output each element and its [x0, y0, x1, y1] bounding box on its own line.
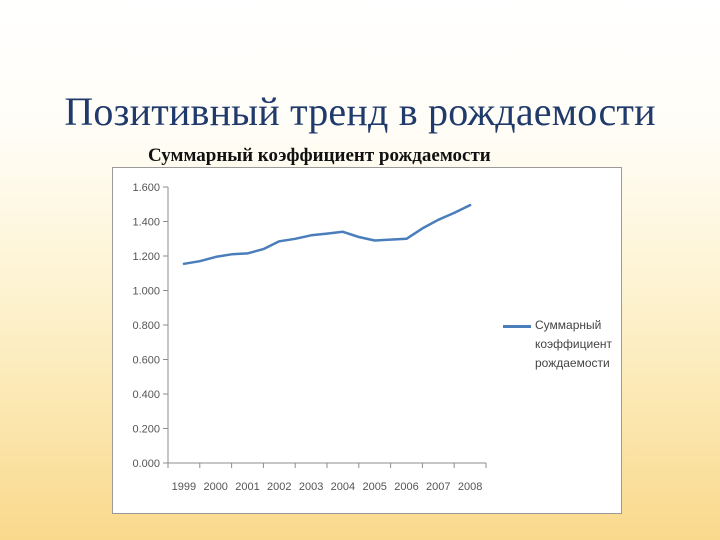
y-tick-label: 0.400: [132, 389, 160, 401]
slide-title: Позитивный тренд в рождаемости: [64, 89, 656, 134]
x-tick-label: 2002: [267, 481, 291, 493]
x-tick-label: 2007: [426, 481, 450, 493]
x-tick-label: 2006: [394, 481, 418, 493]
y-tick-label: 1.600: [132, 182, 160, 194]
chart-area: 0.000 0.200 0.400 0.600 0.800 1.000 1.200 1.400…: [112, 167, 622, 514]
x-tick-label: 2004: [331, 481, 355, 493]
legend-swatch: [503, 325, 531, 328]
y-tick-label: 1.000: [132, 286, 160, 298]
y-tick-label: 0.000: [132, 458, 160, 470]
y-tick-label: 1.400: [132, 217, 160, 229]
x-tick-label: 2001: [235, 481, 259, 493]
x-tick-label: 2000: [203, 481, 227, 493]
y-tick-label: 0.200: [132, 424, 160, 436]
y-tick-label: 1.200: [132, 251, 160, 263]
series-line: [182, 203, 472, 266]
x-tick-label: 1999: [172, 481, 196, 493]
x-tick-label: 2008: [458, 481, 482, 493]
legend-label: Суммарный коэффициент рождаемости: [535, 318, 613, 370]
x-tick-label: 2003: [299, 481, 323, 493]
y-tick-label: 0.800: [132, 320, 160, 332]
chart-title: Суммарный коэффициент рождаемости: [148, 145, 491, 166]
line-chart: 0.000 0.200 0.400 0.600 0.800 1.000 1.200 1.400…: [132, 182, 487, 493]
y-tick-label: 0.600: [132, 355, 160, 367]
x-tick-label: 2005: [362, 481, 386, 493]
